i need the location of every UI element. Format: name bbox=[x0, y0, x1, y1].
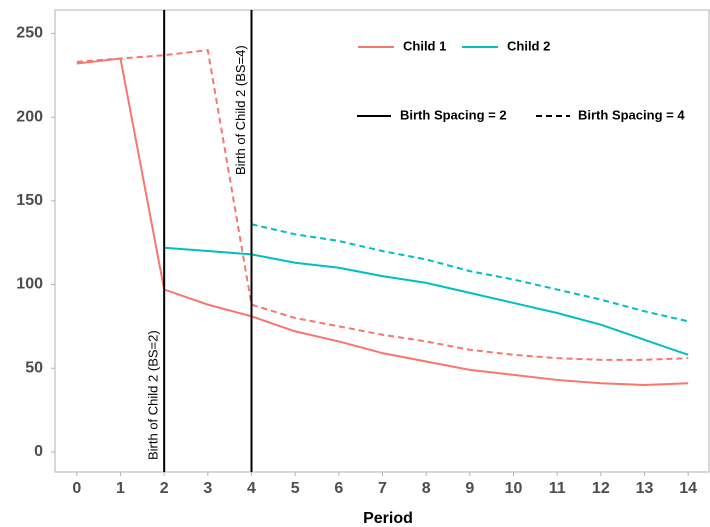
x-tick-label: 5 bbox=[291, 480, 300, 497]
legend-label: Child 1 bbox=[403, 38, 446, 53]
x-tick-label: 0 bbox=[72, 480, 81, 497]
legend-label: Birth Spacing = 2 bbox=[400, 107, 507, 122]
x-tick-label: 9 bbox=[465, 480, 474, 497]
x-tick-label: 13 bbox=[636, 480, 654, 497]
x-tick-label: 14 bbox=[679, 480, 697, 497]
series-line bbox=[76, 49, 689, 361]
x-tick-label: 10 bbox=[505, 480, 523, 497]
y-tick-label: 250 bbox=[16, 25, 43, 42]
x-tick-label: 12 bbox=[592, 480, 610, 497]
x-tick-label: 4 bbox=[247, 480, 256, 497]
legend-label: Birth Spacing = 4 bbox=[578, 107, 685, 122]
x-tick-label: 1 bbox=[116, 480, 125, 497]
series-line bbox=[251, 223, 689, 323]
x-tick-label: 7 bbox=[378, 480, 387, 497]
x-tick-label: 3 bbox=[203, 480, 212, 497]
event-label: Birth of Child 2 (BS=4) bbox=[233, 45, 248, 175]
event-label: Birth of Child 2 (BS=2) bbox=[146, 330, 161, 460]
y-tick-label: 100 bbox=[16, 276, 43, 293]
legend-label: Child 2 bbox=[507, 38, 550, 53]
series-line bbox=[164, 246, 689, 356]
x-tick-label: 8 bbox=[422, 480, 431, 497]
series-line bbox=[76, 57, 689, 386]
y-tick-label: 50 bbox=[25, 359, 43, 376]
y-tick-label: 150 bbox=[16, 192, 43, 209]
x-axis-title: Period bbox=[363, 510, 413, 527]
x-tick-label: 6 bbox=[334, 480, 343, 497]
x-tick-label: 2 bbox=[160, 480, 169, 497]
x-tick-label: 11 bbox=[549, 480, 566, 497]
y-tick-label: 0 bbox=[34, 443, 43, 460]
y-tick-label: 200 bbox=[16, 108, 43, 125]
